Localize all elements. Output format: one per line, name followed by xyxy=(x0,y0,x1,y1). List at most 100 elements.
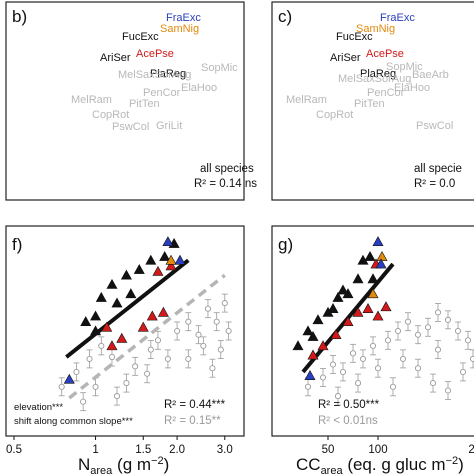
panel-c-stat-line1: all specie xyxy=(414,163,462,175)
data-point-grey xyxy=(92,383,99,390)
x-title-sub: area xyxy=(90,465,113,474)
data-point-orange xyxy=(367,288,379,299)
species-label: SopMic xyxy=(201,62,238,74)
species-label: MelRam xyxy=(286,94,327,106)
x-tick-label: 1 xyxy=(92,444,98,456)
data-point-grey xyxy=(154,337,162,344)
data-point-black xyxy=(352,273,364,284)
species-label: PitTen xyxy=(129,98,160,110)
x-title-main: N xyxy=(78,455,90,474)
panel-b-stat-line1: all species xyxy=(200,163,254,175)
data-point-orange xyxy=(165,254,177,265)
data-point-black xyxy=(95,291,107,302)
data-point-grey xyxy=(349,350,357,357)
data-point-grey xyxy=(221,300,228,307)
data-point-blue xyxy=(63,373,75,384)
data-point-grey xyxy=(147,346,154,353)
panel-label-c: c) xyxy=(278,7,292,26)
species-label: FraExc xyxy=(166,12,201,24)
data-point-red xyxy=(317,340,329,351)
x-tick-label: 3.0 xyxy=(217,444,233,456)
species-label: PswCol xyxy=(416,120,453,132)
data-point-grey xyxy=(389,383,397,390)
data-point-grey xyxy=(185,355,192,362)
data-point-red xyxy=(101,321,113,332)
species-label: CopRot xyxy=(92,109,129,121)
data-point-grey xyxy=(204,305,212,312)
data-point-red xyxy=(352,306,364,317)
data-point-red xyxy=(152,265,164,276)
panel-b-stat-line2: R² = 0.14 ns xyxy=(194,178,257,190)
data-point-black xyxy=(111,297,123,308)
data-point-grey xyxy=(58,383,65,390)
data-point-grey xyxy=(414,331,422,338)
panel-f-frame xyxy=(5,225,245,437)
data-point-grey xyxy=(319,374,327,381)
data-point-grey xyxy=(424,324,432,331)
data-point-black xyxy=(367,273,379,284)
data-point-red xyxy=(380,301,392,312)
data-point-red xyxy=(362,303,374,313)
data-point-black xyxy=(302,325,314,336)
species-label: AcePse xyxy=(366,48,404,60)
data-point-black xyxy=(80,316,92,327)
data-point-grey xyxy=(132,363,139,370)
data-point-red xyxy=(330,329,342,340)
panel-c-stat-line2: R² = 0.0 xyxy=(414,178,455,190)
data-point-black xyxy=(120,269,132,280)
data-point-red xyxy=(137,321,149,332)
panel-f-stat-grey: R² = 0.15** xyxy=(164,415,221,427)
species-label: GriLit xyxy=(156,120,182,132)
panel-label-f: f) xyxy=(12,235,22,254)
species-label: PenCor xyxy=(143,87,181,99)
species-label: SamNig xyxy=(356,23,395,35)
data-point-red xyxy=(146,310,158,321)
data-point-black xyxy=(90,310,102,321)
data-point-black xyxy=(292,340,304,351)
data-point-orange xyxy=(376,250,388,261)
species-label: PitTen xyxy=(354,98,385,110)
species-label: PenCor xyxy=(367,87,405,99)
x-title-close: ) xyxy=(458,455,464,474)
data-point-black xyxy=(125,288,137,299)
data-point-grey xyxy=(444,387,452,394)
data-point-grey xyxy=(464,337,472,344)
data-point-grey xyxy=(369,342,377,349)
data-point-grey xyxy=(329,361,337,368)
species-label: MelRam xyxy=(71,94,112,106)
species-label: FucExc xyxy=(122,31,159,43)
data-point-red xyxy=(106,340,118,351)
data-point-blue xyxy=(162,236,174,247)
data-point-grey xyxy=(144,370,151,377)
data-point-red xyxy=(116,332,128,343)
panel-b-frame xyxy=(5,1,245,201)
panel-g-frame xyxy=(271,225,474,437)
data-point-grey xyxy=(434,346,442,353)
data-point-blue xyxy=(174,254,186,265)
data-point-grey xyxy=(429,380,437,387)
panel-f-x-ticks: 0.5 1 1.5 2.0 3.0 xyxy=(6,436,233,456)
data-point-black xyxy=(364,250,376,261)
data-point-grey xyxy=(444,316,452,323)
panel-f-note1: elevation*** xyxy=(14,402,63,413)
panel-f-x-axis-title: Narea (g m−2) xyxy=(78,455,169,474)
data-point-grey xyxy=(217,346,224,353)
panel-f-plot xyxy=(58,236,232,412)
panel-f-note2: shift along common slope*** xyxy=(14,416,133,427)
species-label: AriSer xyxy=(100,52,131,64)
data-point-grey xyxy=(209,365,216,372)
data-point-grey xyxy=(394,327,402,335)
data-point-grey xyxy=(454,327,462,335)
x-tick-label: 2.0 xyxy=(169,444,185,456)
panel-g-x-axis-title: CCarea (eq. g gluc m−2) xyxy=(296,455,464,474)
panel-b-labels: FraExc SamNig FucExc AriSer AcePse PlaRe… xyxy=(71,12,238,133)
data-point-grey xyxy=(73,368,80,375)
data-point-blue xyxy=(372,236,384,247)
species-label: PswCol xyxy=(112,121,149,133)
data-point-grey xyxy=(374,365,382,372)
data-point-grey xyxy=(123,380,130,387)
data-point-black xyxy=(327,303,339,313)
panel-g-stat-black: R² = 0.50*** xyxy=(318,399,380,411)
species-label: MelSaxSorAug xyxy=(338,73,411,85)
species-label: PlaReg xyxy=(150,68,186,80)
